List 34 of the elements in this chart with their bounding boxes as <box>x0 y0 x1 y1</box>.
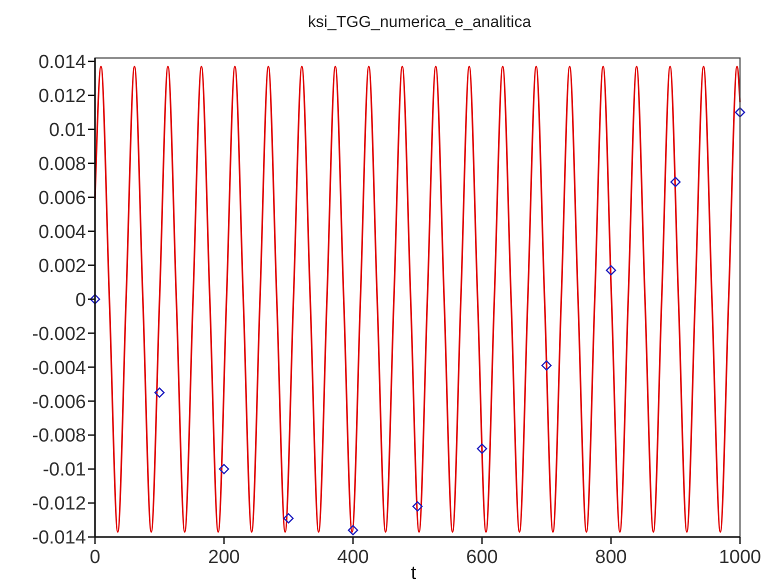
y-tick-label: 0.012 <box>38 86 86 108</box>
x-tick-label: 1000 <box>718 547 762 568</box>
y-tick-label: -0.01 <box>42 460 86 481</box>
y-tick-label: -0.012 <box>32 494 86 515</box>
y-tick-label: -0.014 <box>32 528 86 549</box>
point <box>90 294 100 304</box>
point <box>476 444 488 454</box>
point <box>412 501 423 512</box>
point <box>348 525 358 536</box>
y-tick-label: -0.006 <box>32 392 86 413</box>
y-tick-label: -0.008 <box>32 426 86 447</box>
y-tick-label: 0.006 <box>38 188 86 209</box>
point <box>606 265 616 276</box>
y-tick-label: 0.008 <box>38 154 86 175</box>
y-tick-label: -0.002 <box>32 324 86 345</box>
chart-title: ksi_TGG_numerica_e_analitica <box>308 14 532 31</box>
x-tick-label: 800 <box>595 547 627 568</box>
y-tick-label: -0.004 <box>32 358 86 379</box>
y-tick-label: 0.004 <box>38 222 86 243</box>
y-tick-label: 0.014 <box>38 52 86 74</box>
y-tick-label: 0 <box>75 290 86 311</box>
point <box>734 107 746 118</box>
y-tick-label: 0.002 <box>38 256 86 277</box>
x-tick-label: 600 <box>466 547 498 568</box>
point <box>218 464 230 474</box>
x-tick-label: 0 <box>90 547 100 568</box>
y-tick-label: 0.01 <box>49 120 86 141</box>
point <box>541 360 552 371</box>
x-tick-label: 400 <box>337 547 369 568</box>
x-axis-title: t <box>410 563 417 581</box>
point <box>670 176 681 188</box>
x-tick-label: 200 <box>208 547 240 568</box>
point <box>154 387 165 398</box>
point <box>283 513 294 524</box>
